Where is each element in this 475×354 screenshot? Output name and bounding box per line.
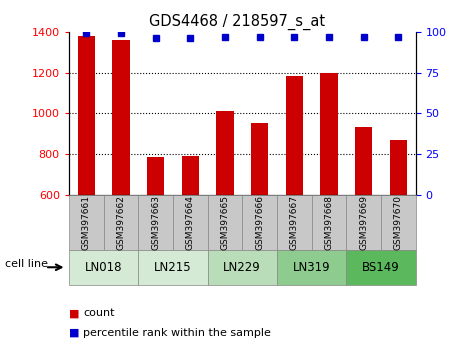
Text: GSM397665: GSM397665 [220, 195, 229, 250]
Text: BS149: BS149 [362, 261, 400, 274]
Text: GSM397663: GSM397663 [151, 195, 160, 250]
Text: GSM397667: GSM397667 [290, 195, 299, 250]
Text: GSM397661: GSM397661 [82, 195, 91, 250]
Text: LN215: LN215 [154, 261, 192, 274]
Text: GSM397669: GSM397669 [359, 195, 368, 250]
Bar [355, 126, 372, 195]
Text: percentile rank within the sample: percentile rank within the sample [83, 328, 271, 338]
Bar [77, 36, 95, 195]
Text: ■: ■ [69, 328, 79, 338]
Text: cell line: cell line [5, 259, 48, 269]
Text: GDS4468 / 218597_s_at: GDS4468 / 218597_s_at [150, 14, 325, 30]
Bar [147, 157, 164, 195]
Text: GSM397666: GSM397666 [255, 195, 264, 250]
Bar [181, 156, 199, 195]
Text: LN319: LN319 [293, 261, 331, 274]
Bar [285, 76, 303, 195]
Bar [320, 73, 338, 195]
Bar [216, 111, 234, 195]
Bar [251, 124, 268, 195]
Text: LN229: LN229 [223, 261, 261, 274]
Text: GSM397664: GSM397664 [186, 195, 195, 250]
Bar [112, 40, 130, 195]
Text: ■: ■ [69, 308, 79, 318]
Text: GSM397670: GSM397670 [394, 195, 403, 250]
Text: GSM397668: GSM397668 [324, 195, 333, 250]
Bar [390, 140, 407, 195]
Text: GSM397662: GSM397662 [116, 195, 125, 250]
Text: LN018: LN018 [85, 261, 122, 274]
Text: count: count [83, 308, 114, 318]
